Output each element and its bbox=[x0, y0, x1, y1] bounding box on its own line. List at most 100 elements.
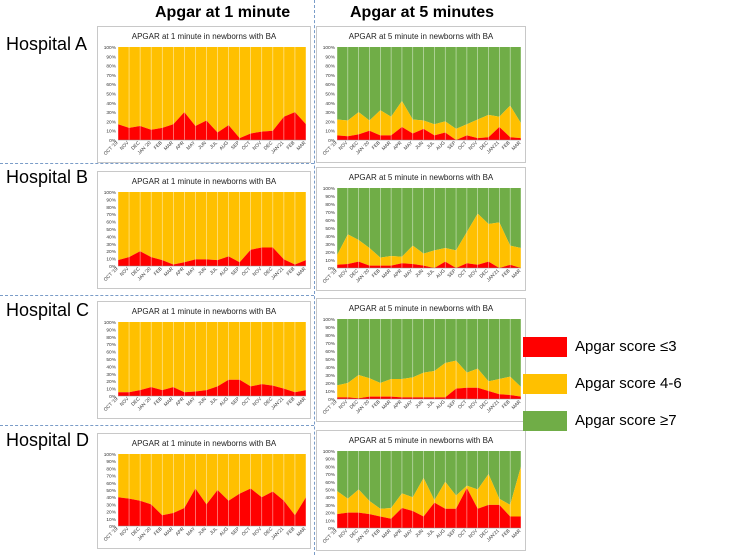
x-tick-label: MAR bbox=[511, 528, 523, 540]
y-tick-label: 70% bbox=[106, 212, 116, 218]
x-tick-label: MAR bbox=[296, 266, 308, 278]
y-tick-label: 90% bbox=[325, 54, 335, 60]
y-tick-label: 0% bbox=[328, 138, 336, 144]
x-tick-label: JAN'21 bbox=[270, 140, 285, 155]
y-tick-label: 30% bbox=[325, 373, 335, 379]
x-tick-label: MAR bbox=[381, 140, 393, 152]
x-tick-label: JUN bbox=[414, 140, 425, 151]
chart-svg: APGAR at 5 minute in newborns with BA 0% 1… bbox=[322, 173, 523, 285]
x-tick-label: NOV bbox=[338, 268, 350, 280]
y-tick-label: 80% bbox=[106, 335, 116, 341]
x-tick-label: JAN'21 bbox=[486, 528, 501, 543]
x-tick-label: SEP bbox=[446, 528, 457, 539]
x-tick-label: DEC bbox=[130, 396, 142, 408]
area-apgar-le3 bbox=[118, 488, 306, 526]
x-tick-label: FEB bbox=[286, 526, 297, 537]
x-tick-label: NOV bbox=[338, 399, 350, 411]
x-tick-label: FEB bbox=[501, 528, 512, 539]
y-tick-label: 100% bbox=[104, 320, 117, 326]
x-tick-label: AUG bbox=[218, 396, 230, 408]
y-tick-label: 80% bbox=[106, 64, 116, 70]
x-tick-label: FEB bbox=[371, 399, 382, 410]
area-apgar-ge7 bbox=[337, 319, 521, 387]
hospital-label-d: Hospital D bbox=[6, 430, 90, 450]
chart-title: APGAR at 5 minute in newborns with BA bbox=[349, 304, 494, 313]
hospital-label-b: Hospital B bbox=[6, 167, 89, 187]
y-tick-label: 70% bbox=[325, 472, 335, 478]
y-tick-label: 90% bbox=[106, 197, 116, 203]
area-apgar-le3 bbox=[337, 126, 521, 140]
y-tick-label: 80% bbox=[325, 202, 335, 208]
x-tick-label: NOV bbox=[119, 396, 131, 408]
y-tick-label: 20% bbox=[325, 511, 335, 517]
area-apgar-4-6 bbox=[118, 47, 306, 139]
y-tick-label: 30% bbox=[325, 503, 335, 509]
x-tick-label: FEB bbox=[286, 140, 297, 151]
x-tick-label: MAY bbox=[185, 526, 197, 538]
y-tick-label: 20% bbox=[325, 119, 335, 125]
y-tick-label: 70% bbox=[106, 342, 116, 348]
area-apgar-4-6 bbox=[337, 466, 521, 519]
x-tick-label: DEC bbox=[479, 528, 491, 540]
y-tick-label: 40% bbox=[106, 101, 116, 107]
y-tick-label: 20% bbox=[106, 249, 116, 255]
x-tick-label: OCT bbox=[457, 140, 468, 151]
x-tick-label: DEC bbox=[349, 140, 361, 152]
chart-svg: APGAR at 1 minute in newborns with BA0%1… bbox=[103, 307, 308, 413]
x-tick-label: JUN bbox=[414, 268, 425, 279]
x-tick-label: AUG bbox=[218, 526, 230, 538]
y-tick-label: 40% bbox=[325, 101, 335, 107]
x-tick-label: SEP bbox=[446, 140, 457, 151]
x-tick-label: NOV bbox=[119, 526, 131, 538]
chart-svg: APGAR at 1 minute in newborns with BA0%1… bbox=[103, 177, 308, 283]
y-tick-label: 0% bbox=[328, 266, 336, 272]
area-apgar-ge7 bbox=[337, 47, 521, 129]
x-tick-label: MAY bbox=[403, 268, 415, 280]
y-tick-label: 50% bbox=[325, 357, 335, 363]
y-tick-label: 90% bbox=[325, 457, 335, 463]
y-tick-label: 20% bbox=[325, 381, 335, 387]
x-tick-label: SEP bbox=[230, 266, 241, 277]
y-tick-label: 10% bbox=[325, 518, 335, 524]
x-tick-label: FEB bbox=[153, 140, 164, 151]
x-tick-label: SEP bbox=[230, 396, 241, 407]
x-tick-label: APR bbox=[392, 528, 404, 540]
x-tick-label: JUL bbox=[426, 140, 437, 151]
y-tick-label: 0% bbox=[328, 526, 336, 532]
y-tick-label: 80% bbox=[325, 333, 335, 339]
row-divider-2 bbox=[0, 295, 314, 296]
y-tick-label: 100% bbox=[323, 186, 336, 192]
area-apgar-ge7 bbox=[337, 188, 521, 258]
y-tick-label: 40% bbox=[106, 364, 116, 370]
y-tick-label: 100% bbox=[104, 452, 117, 458]
row-divider-1 bbox=[0, 163, 314, 164]
x-tick-label: NOV bbox=[338, 140, 350, 152]
y-tick-label: 70% bbox=[106, 73, 116, 79]
x-tick-label: MAY bbox=[185, 266, 197, 278]
x-tick-label: AUG bbox=[218, 266, 230, 278]
x-tick-label: MAR bbox=[511, 399, 523, 411]
y-tick-label: 50% bbox=[106, 488, 116, 494]
y-tick-label: 60% bbox=[325, 218, 335, 224]
y-tick-label: 100% bbox=[323, 449, 336, 455]
x-tick-label: AUG bbox=[435, 528, 447, 540]
x-tick-label: FEB bbox=[153, 266, 164, 277]
chart-svg: APGAR at 1 minute in newborns with BA0%1… bbox=[103, 439, 308, 543]
x-tick-label: FEB bbox=[501, 268, 512, 279]
x-tick-label: DEC bbox=[349, 268, 361, 280]
x-tick-label: FEB bbox=[153, 396, 164, 407]
legend-swatch-high bbox=[523, 411, 567, 431]
area-apgar-le3 bbox=[118, 247, 306, 266]
x-tick-label: JUN bbox=[197, 396, 208, 407]
x-tick-label: DEC bbox=[263, 526, 275, 538]
chart-title: APGAR at 1 minute in newborns with BA bbox=[132, 32, 277, 41]
area-apgar-4-6 bbox=[337, 100, 521, 140]
x-tick-label: MAY bbox=[185, 396, 197, 408]
x-tick-label: JUN bbox=[197, 266, 208, 277]
hospital-label-c: Hospital C bbox=[6, 300, 90, 320]
x-tick-label: DEC bbox=[130, 266, 142, 278]
x-tick-label: OCT bbox=[241, 140, 252, 151]
x-tick-label: JAN'21 bbox=[486, 268, 501, 283]
y-tick-label: 70% bbox=[325, 341, 335, 347]
area-apgar-ge7 bbox=[337, 451, 521, 509]
